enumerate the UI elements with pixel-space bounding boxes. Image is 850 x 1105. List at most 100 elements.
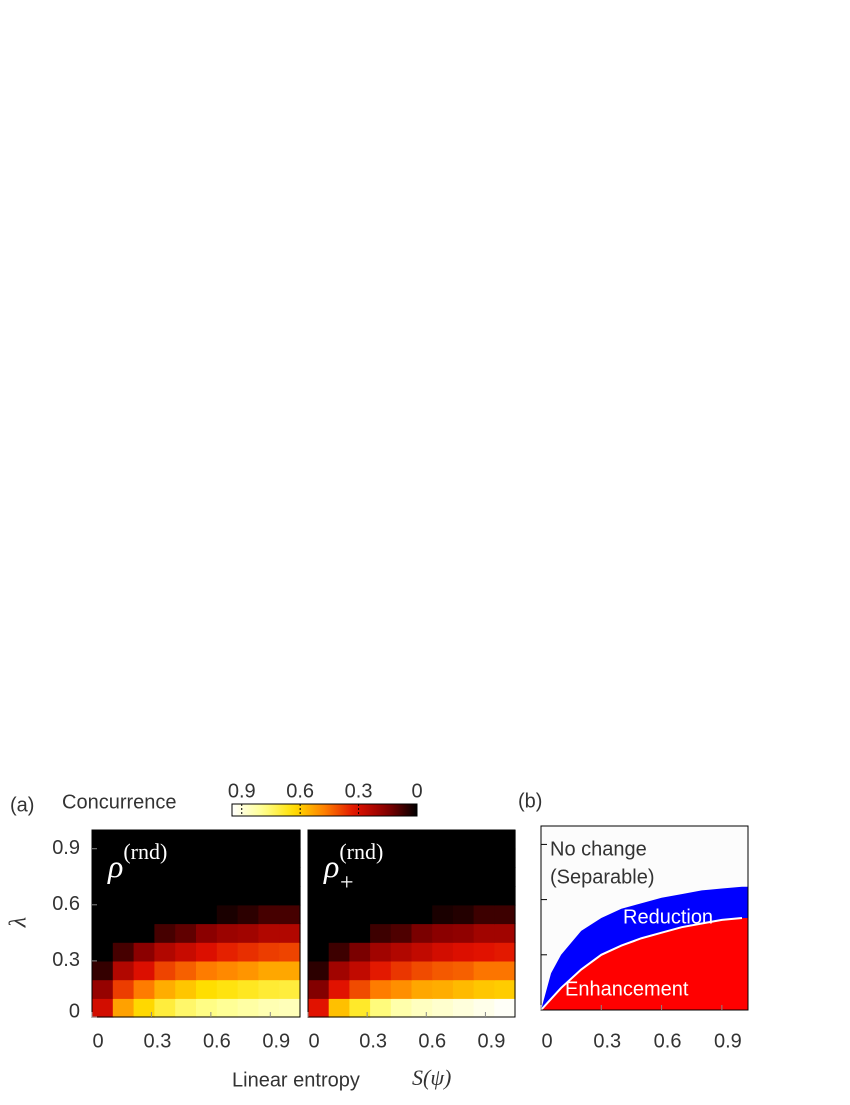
- heat-cell: [92, 904, 114, 925]
- heat-cell: [258, 848, 280, 868]
- heat-cell: [216, 942, 239, 962]
- heat-cell: [92, 998, 114, 1018]
- x-tick-label: 0.9: [714, 1030, 742, 1052]
- heat-cell: [390, 942, 413, 962]
- heat-cell: [258, 998, 280, 1018]
- x-tick-label: 0.9: [262, 1030, 290, 1052]
- heat-cell: [216, 960, 239, 981]
- heat-cell: [92, 923, 114, 943]
- heat-cell: [154, 848, 176, 868]
- heat-cell: [452, 904, 475, 925]
- heat-cell: [494, 904, 516, 925]
- heat-cell: [175, 904, 197, 925]
- heat-cell: [349, 830, 371, 850]
- heat-cell: [196, 998, 218, 1018]
- heat-cell: [328, 998, 350, 1018]
- heat-cell: [411, 979, 433, 999]
- heat-cell: [494, 979, 516, 999]
- heat-cell: [237, 942, 259, 962]
- heat-cell: [154, 830, 176, 850]
- heat-cell: [452, 923, 475, 943]
- heat-cell: [494, 923, 516, 943]
- panel-annotation: ρ(rnd): [107, 839, 167, 884]
- heat-cell: [154, 998, 176, 1018]
- heat-cell: [349, 867, 371, 887]
- heat-cell: [390, 886, 413, 906]
- region-enhancement: [541, 918, 748, 1010]
- heat-cell: [370, 960, 392, 981]
- heat-cell: [133, 942, 155, 962]
- heat-cell: [258, 904, 280, 925]
- heat-cell: [196, 960, 218, 981]
- heat-cell: [494, 848, 516, 868]
- region-label: (Separable): [550, 866, 655, 888]
- heat-cell: [92, 886, 114, 906]
- heat-cell: [308, 886, 330, 906]
- heat-cell: [112, 979, 135, 999]
- heat-cell: [154, 886, 176, 906]
- heat-cell: [154, 942, 176, 962]
- heat-cell: [494, 960, 516, 981]
- x-tick-label: 0: [92, 1030, 103, 1052]
- heat-cell: [432, 830, 454, 850]
- heat-cell: [279, 848, 301, 868]
- heat-cell: [112, 886, 135, 906]
- heat-cell: [411, 904, 433, 925]
- annotation-sup: (rnd): [123, 839, 167, 864]
- heat-cell: [349, 942, 371, 962]
- colorbar-tick-label: 0.6: [286, 780, 314, 802]
- heat-cell: [494, 998, 516, 1018]
- heat-cell: [328, 886, 350, 906]
- heat-cell: [432, 942, 454, 962]
- annotation-sup: (rnd): [339, 839, 383, 864]
- x-tick-label: 0.3: [359, 1030, 387, 1052]
- heat-cell: [196, 904, 218, 925]
- heat-cell: [279, 998, 301, 1018]
- heat-cell: [494, 886, 516, 906]
- x-axis-label: Linear entropy: [232, 1069, 360, 1091]
- plot-frame: [540, 825, 749, 1011]
- heat-cell: [133, 923, 155, 943]
- heat-cell: [237, 867, 259, 887]
- heat-cell: [411, 830, 433, 850]
- heat-cell: [133, 848, 155, 868]
- heat-cell: [370, 942, 392, 962]
- heat-cell: [175, 886, 197, 906]
- heat-cell: [370, 848, 392, 868]
- heat-cell: [432, 960, 454, 981]
- heat-cell: [411, 848, 433, 868]
- heat-cell: [196, 867, 218, 887]
- heat-cell: [216, 886, 239, 906]
- heat-cell: [216, 923, 239, 943]
- heat-cell: [216, 998, 239, 1018]
- heat-cell: [279, 979, 301, 999]
- annotation-sub: +: [340, 870, 354, 896]
- heat-cell: [452, 848, 475, 868]
- heat-cell: [133, 998, 155, 1018]
- heat-cell: [473, 942, 495, 962]
- heat-cell: [473, 830, 495, 850]
- heat-cell: [112, 923, 135, 943]
- heat-cell: [370, 867, 392, 887]
- annotation-base: ρ: [323, 848, 339, 884]
- heat-cell: [258, 942, 280, 962]
- legend-label: Reduction: [623, 906, 713, 928]
- heat-cell: [370, 904, 392, 925]
- heat-cell: [133, 886, 155, 906]
- heat-cell: [473, 923, 495, 943]
- heat-cell: [175, 867, 197, 887]
- heat-cell: [279, 923, 301, 943]
- heat-cell: [154, 904, 176, 925]
- x-tick-label: 0.6: [203, 1030, 231, 1052]
- x-tick-label: 0.3: [593, 1030, 621, 1052]
- heat-cell: [175, 942, 197, 962]
- heat-cell: [216, 848, 239, 868]
- colorbar-tick-label: 0: [411, 780, 422, 802]
- heat-cell: [308, 960, 330, 981]
- heat-cell: [133, 867, 155, 887]
- heat-cell: [308, 867, 330, 887]
- heat-cell: [133, 830, 155, 850]
- heat-cell: [216, 830, 239, 850]
- heat-cell: [349, 979, 371, 999]
